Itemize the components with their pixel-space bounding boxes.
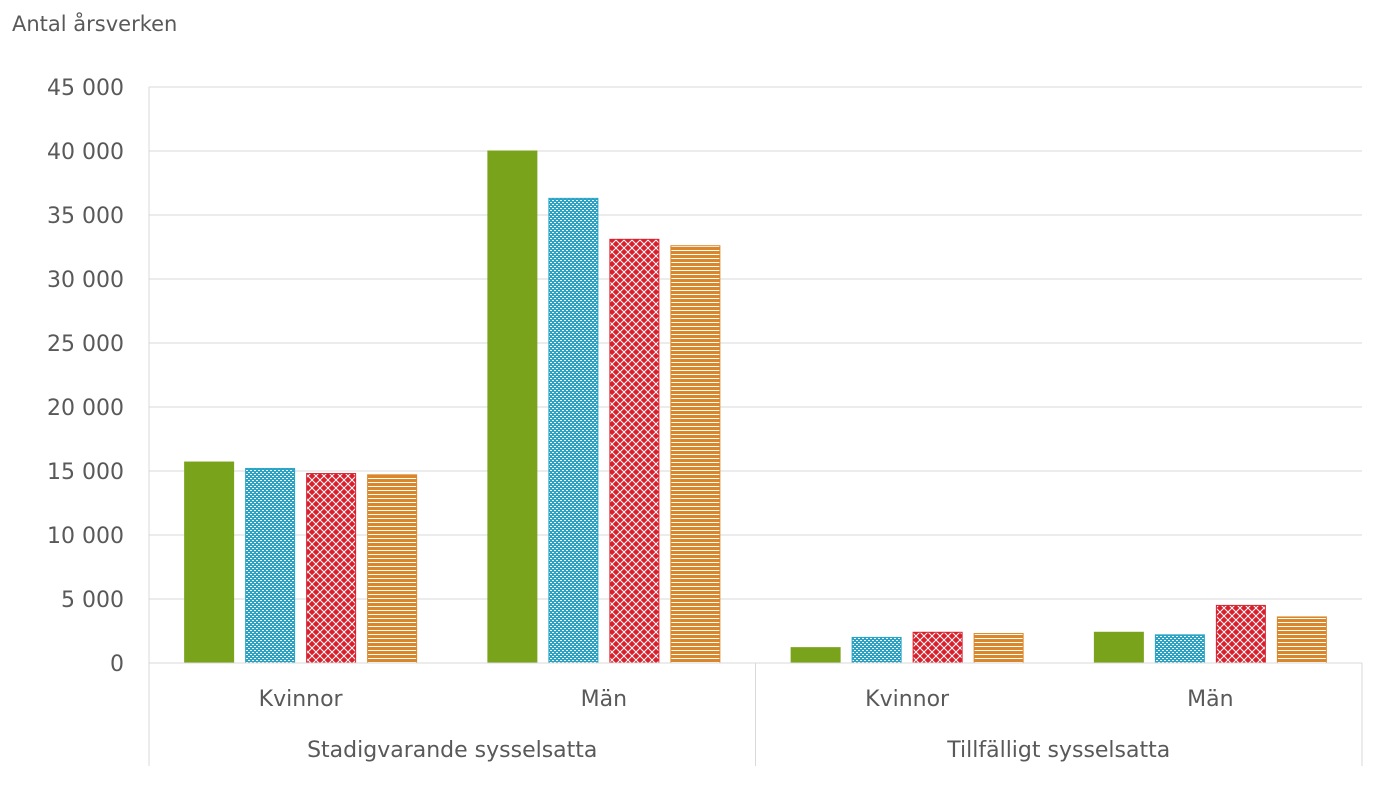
y-tick-label: 40 000 (47, 140, 124, 165)
y-tick-label: 20 000 (47, 396, 124, 421)
y-tick-label: 45 000 (47, 76, 124, 101)
y-tick-label: 25 000 (47, 332, 124, 357)
bar (912, 631, 963, 664)
bar (487, 150, 538, 664)
bar (548, 197, 599, 664)
y-tick-label: 15 000 (47, 460, 124, 485)
group-label: Tillfälligt sysselsatta (946, 738, 1170, 763)
x-tick-label: Män (1187, 687, 1233, 712)
x-tick-label: Kvinnor (865, 687, 950, 712)
bar (973, 633, 1024, 664)
y-axis-title: Antal årsverken (12, 11, 177, 36)
bar (1093, 631, 1144, 664)
bar (609, 238, 660, 664)
bar (851, 636, 902, 664)
bar (1215, 604, 1266, 664)
bar (184, 461, 235, 664)
group-label: Stadigvarande sysselsatta (307, 738, 597, 763)
y-tick-label: 5 000 (61, 588, 124, 613)
bar (367, 474, 418, 664)
bar (670, 245, 721, 664)
bar (1276, 616, 1327, 664)
bar (1154, 634, 1205, 664)
x-tick-label: Män (581, 687, 627, 712)
bar (245, 467, 296, 664)
y-tick-label: 35 000 (47, 204, 124, 229)
y-tick-label: 0 (110, 652, 124, 677)
bar (306, 473, 357, 664)
x-axis: Kvinnor Män Kvinnor Män Stadigvarande syssel… (148, 87, 1363, 766)
bar (790, 647, 841, 664)
x-tick-label: Kvinnor (259, 687, 344, 712)
bars (184, 150, 1327, 664)
y-tick-label: 30 000 (47, 268, 124, 293)
y-axis-ticks: 0 5 000 10 000 15 000 20 000 25 000 30 000 35 0… (47, 76, 124, 677)
y-tick-label: 10 000 (47, 524, 124, 549)
